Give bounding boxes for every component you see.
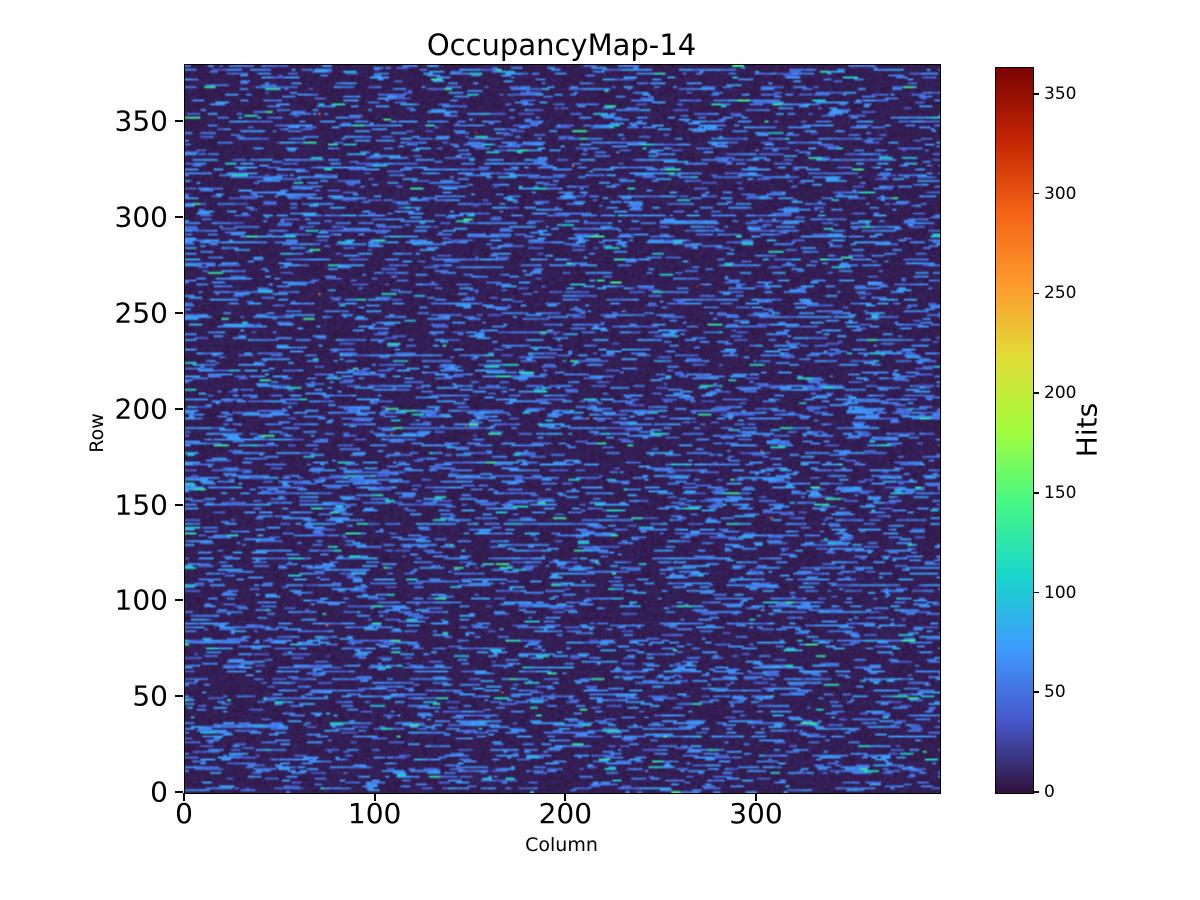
colorbar-tick-label: 250 xyxy=(1044,283,1077,304)
y-tick-mark xyxy=(175,695,183,698)
y-tick-label: 150 xyxy=(114,488,168,522)
x-axis-label: Column xyxy=(525,834,598,856)
colorbar-tick-mark xyxy=(1033,192,1039,195)
colorbar-tick-mark xyxy=(1033,691,1039,694)
x-tick-mark xyxy=(754,793,757,801)
colorbar-tick-mark xyxy=(1033,292,1039,295)
x-tick-label: 200 xyxy=(538,797,593,830)
colorbar-tick-label: 50 xyxy=(1044,682,1066,703)
x-tick-label: 300 xyxy=(729,797,783,830)
y-tick-label: 300 xyxy=(114,200,168,234)
colorbar-tick-label: 150 xyxy=(1044,482,1077,503)
chart-title: OccupancyMap-14 xyxy=(426,28,697,62)
plot-area xyxy=(184,64,941,794)
colorbar-tick-label: 350 xyxy=(1044,83,1077,104)
y-tick-label: 50 xyxy=(132,679,168,713)
colorbar-tick-label: 0 xyxy=(1044,782,1055,802)
colorbar-tick-label: 200 xyxy=(1044,383,1077,404)
colorbar-tick-mark xyxy=(1033,93,1039,95)
colorbar-tick-mark xyxy=(1033,392,1039,394)
y-tick-label: 350 xyxy=(114,104,168,138)
y-tick-mark xyxy=(175,216,183,219)
y-tick-mark xyxy=(175,407,183,410)
y-tick-mark xyxy=(175,791,183,793)
colorbar-tick-label: 300 xyxy=(1044,183,1077,204)
colorbar-tick-mark xyxy=(1033,591,1039,594)
colorbar-tick-mark xyxy=(1033,492,1039,494)
x-tick-label: 100 xyxy=(347,797,402,830)
y-tick-mark xyxy=(175,312,183,315)
colorbar-tick-label: 100 xyxy=(1044,582,1077,603)
colorbar xyxy=(995,67,1034,794)
y-tick-label: 250 xyxy=(114,296,168,330)
x-tick-label: 0 xyxy=(175,797,193,830)
x-tick-mark xyxy=(564,793,567,801)
x-tick-mark xyxy=(183,793,185,801)
x-tick-mark xyxy=(373,793,376,801)
colorbar-gradient xyxy=(996,68,1033,793)
y-tick-mark xyxy=(175,599,183,602)
colorbar-tick-mark xyxy=(1033,791,1039,793)
y-tick-label: 0 xyxy=(150,775,168,809)
y-tick-label: 200 xyxy=(114,392,168,426)
y-tick-label: 100 xyxy=(114,583,168,617)
heatmap-canvas xyxy=(185,65,940,793)
y-tick-mark xyxy=(175,503,183,506)
y-tick-mark xyxy=(175,120,183,123)
